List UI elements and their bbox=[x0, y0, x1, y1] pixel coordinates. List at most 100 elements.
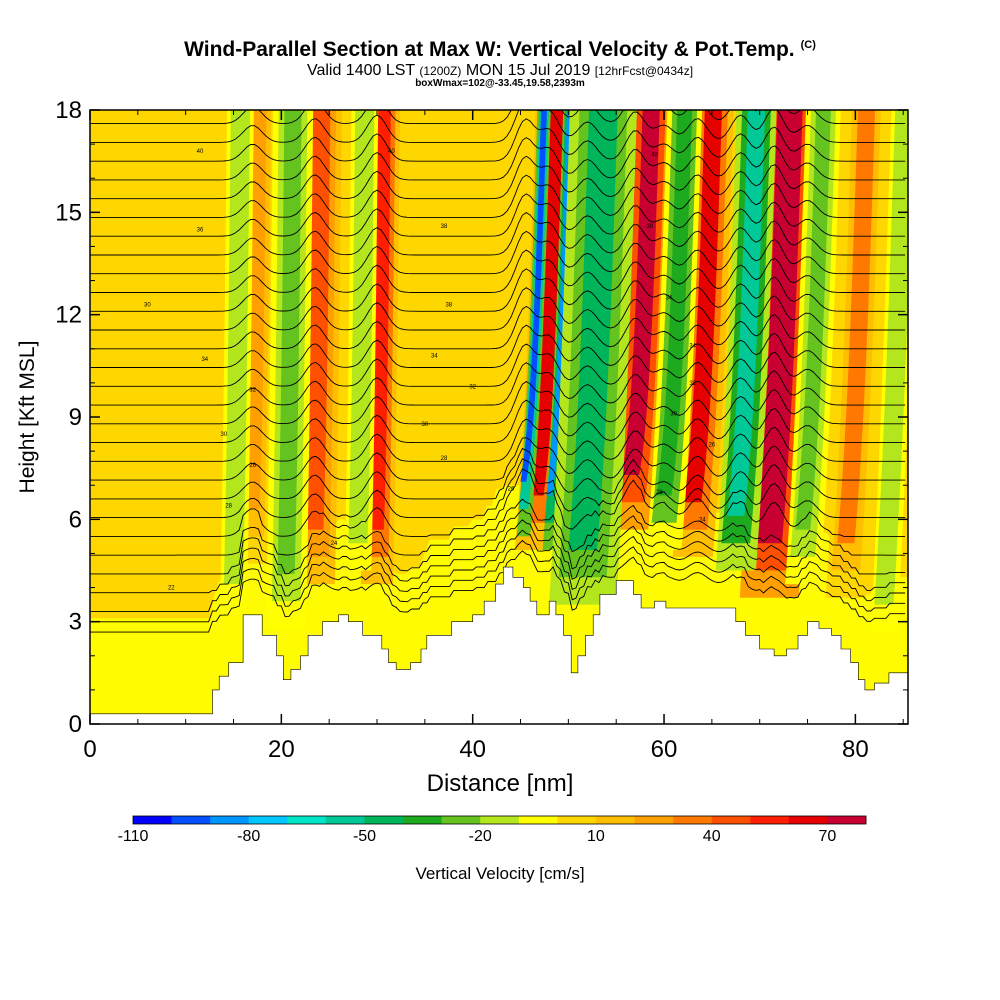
isentrope-label: 34 bbox=[665, 296, 672, 302]
downdraft-band-3 bbox=[520, 110, 547, 482]
y-tick-label: 6 bbox=[69, 506, 82, 533]
downdraft-band-6 bbox=[656, 110, 693, 496]
y-tick-label: 9 bbox=[69, 404, 82, 431]
terrain bbox=[90, 566, 908, 724]
isentrope-label: 26 bbox=[508, 487, 515, 493]
isentrope-label: 24 bbox=[331, 541, 338, 547]
x-tick-label: 60 bbox=[651, 736, 678, 763]
colorbar-label: -110 bbox=[117, 828, 149, 845]
colorbar-frame bbox=[132, 815, 867, 825]
x-tick-label: 40 bbox=[459, 736, 486, 763]
chart-title: Wind-Parallel Section at Max W: Vertical… bbox=[0, 38, 1000, 62]
isentrope-label: 34 bbox=[689, 343, 696, 349]
updraft-band-4 bbox=[621, 110, 660, 475]
updraft-band-7 bbox=[837, 110, 876, 544]
colorbar-swatch bbox=[711, 816, 751, 824]
isentrope-label: 30 bbox=[422, 422, 429, 428]
colorbar-swatch bbox=[248, 816, 288, 824]
isentrope-line bbox=[90, 230, 906, 275]
utc-time: (1200Z) bbox=[419, 64, 462, 78]
x-axis-label: Distance [nm] bbox=[427, 770, 574, 797]
isentrope-line bbox=[90, 110, 906, 125]
isentrope-label: 28 bbox=[441, 456, 448, 462]
valid-date: MON 15 Jul 2019 bbox=[465, 62, 591, 79]
colorbar-label: 10 bbox=[586, 828, 605, 845]
y-tick-label: 3 bbox=[69, 609, 82, 636]
isentrope-label: 28 bbox=[656, 490, 663, 496]
colorbar-swatch bbox=[210, 816, 250, 824]
colorbar-swatch bbox=[133, 816, 172, 824]
updraft-band-6 bbox=[756, 110, 803, 544]
isentrope-label: 30 bbox=[670, 412, 677, 418]
isentrope-labels: 40 40 36 38 30 34 32 30 26 28 24 22 38 34 32 30 28 26 40 38… bbox=[144, 149, 716, 592]
colorbar-swatch bbox=[403, 816, 442, 824]
forecast-info: [12hrFcst@0434z] bbox=[594, 64, 694, 78]
colorbar-label: -50 bbox=[352, 828, 377, 845]
isentrope-line bbox=[90, 305, 906, 350]
isentrope-label: 38 bbox=[445, 302, 452, 308]
y-tick-label: 18 bbox=[55, 97, 82, 124]
colorbar bbox=[132, 815, 867, 825]
colorbar-label: 40 bbox=[702, 828, 721, 845]
isentrope-line bbox=[90, 174, 906, 218]
isentrope-line bbox=[90, 212, 906, 256]
isentrope-label: 26 bbox=[709, 442, 716, 448]
colorbar-label: -20 bbox=[468, 828, 492, 845]
colorbar-label: 70 bbox=[818, 828, 837, 845]
terrain-mask bbox=[90, 566, 908, 724]
copyright-mark: (C) bbox=[800, 39, 816, 51]
chart-subtitle: Valid 1400 LST (1200Z) MON 15 Jul 2019 [… bbox=[0, 62, 1000, 80]
colorbar-swatch bbox=[171, 816, 211, 824]
isentrope-label: 24 bbox=[699, 517, 706, 523]
colorbar-swatch bbox=[287, 816, 327, 824]
isentrope-line bbox=[90, 324, 906, 368]
isentrope-label: 22 bbox=[168, 586, 175, 592]
downdraft-band-0 bbox=[227, 110, 247, 557]
isentrope-line bbox=[90, 343, 906, 387]
isentrope-label: 40 bbox=[388, 149, 395, 155]
isentrope-line bbox=[90, 498, 906, 556]
colorbar-swatch bbox=[673, 816, 712, 824]
colorbar-swatch bbox=[518, 816, 558, 824]
isentrope-line bbox=[90, 118, 906, 162]
isentrope-line bbox=[90, 529, 906, 612]
isentrope-line bbox=[90, 458, 906, 519]
x-tick-label: 20 bbox=[268, 736, 295, 763]
isentrope-label: 34 bbox=[431, 354, 438, 360]
x-tick-label: 0 bbox=[83, 736, 96, 763]
colorbar-title: Vertical Velocity [cm/s] bbox=[415, 864, 585, 883]
isentrope-line bbox=[90, 249, 906, 293]
isentrope-line bbox=[90, 193, 906, 237]
updraft-band-5 bbox=[684, 110, 722, 503]
downdraft-band-2 bbox=[352, 110, 371, 516]
isentrope-line bbox=[90, 447, 906, 500]
downdraft-band-7 bbox=[727, 110, 766, 516]
isentrope-line bbox=[90, 137, 906, 181]
isentrope-label: 40 bbox=[197, 149, 204, 155]
isentrope-line bbox=[90, 437, 906, 481]
isentrope-label: 40 bbox=[651, 152, 658, 158]
colorbar-swatch bbox=[788, 816, 828, 824]
isentrope-line bbox=[90, 380, 906, 425]
isentrope-line bbox=[90, 362, 906, 406]
isentrope-label: 38 bbox=[441, 224, 448, 230]
isentrope-label: 32 bbox=[689, 381, 696, 387]
updraft-band-0 bbox=[245, 110, 267, 510]
isentrope-label: 34 bbox=[201, 357, 208, 363]
chart-title-text: Wind-Parallel Section at Max W: Vertical… bbox=[184, 38, 795, 61]
isentrope-line bbox=[90, 268, 906, 312]
downdraft-band-9 bbox=[878, 110, 908, 578]
isentrope-line bbox=[90, 550, 906, 633]
colorbar-swatch bbox=[595, 816, 635, 824]
y-tick-label: 0 bbox=[69, 711, 82, 738]
downdraft-band-8 bbox=[795, 110, 831, 530]
isentrope-label: 32 bbox=[469, 384, 476, 390]
colorbar-swatch bbox=[634, 816, 674, 824]
isentrope-label: 26 bbox=[249, 463, 256, 469]
colorbar-swatch bbox=[827, 816, 867, 824]
box-info: boxWmax=102@-33.45,19.58,2393m bbox=[415, 78, 585, 89]
isentrope-line bbox=[90, 418, 906, 462]
colorbar-swatch bbox=[364, 816, 404, 824]
isentrope-label: 30 bbox=[221, 432, 228, 438]
